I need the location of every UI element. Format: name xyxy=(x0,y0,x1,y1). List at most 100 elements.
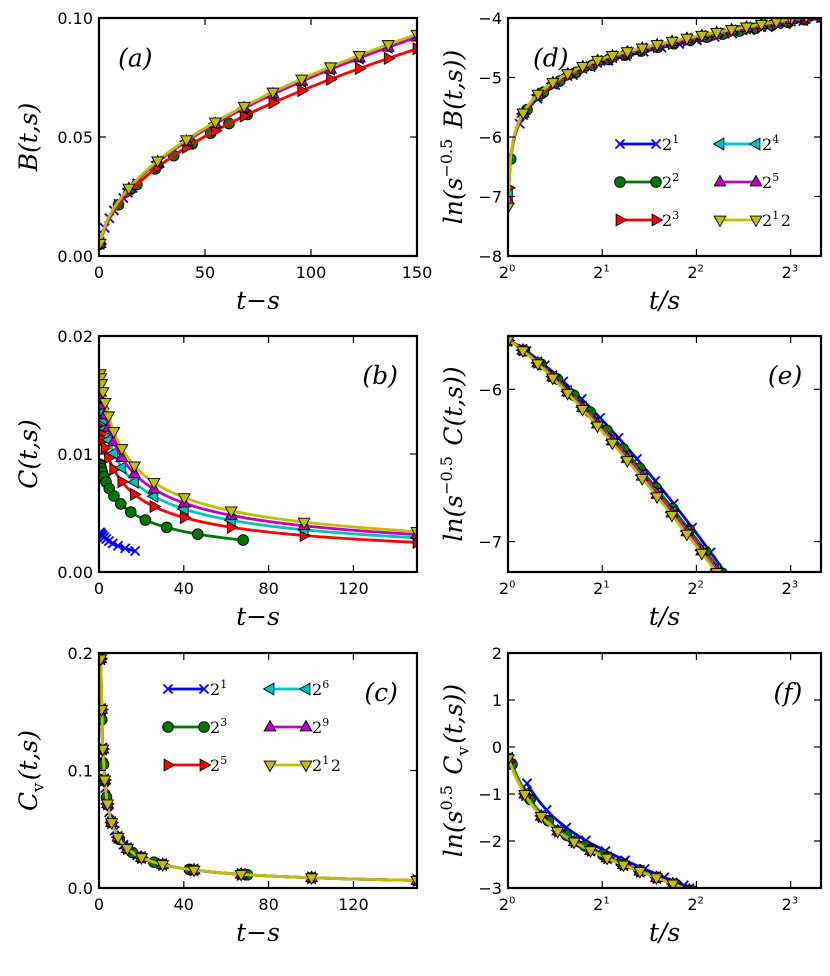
point-f-5-4 xyxy=(567,837,581,850)
legend-marker-end-d-1 xyxy=(650,176,662,188)
legend-marker-end-c-3 xyxy=(298,682,311,696)
point-f-1-16 xyxy=(797,927,808,938)
legend-label-c-4: 29 xyxy=(312,716,331,737)
point-a-5-8 xyxy=(323,62,338,75)
point-d-5-17 xyxy=(754,19,769,32)
point-e-5-3 xyxy=(546,373,560,386)
point-f-4-16 xyxy=(766,914,778,924)
ytick-label-f-3: 0 xyxy=(492,738,502,757)
point-b-5-4 xyxy=(99,398,112,410)
ytick-label-d-3: −5 xyxy=(478,69,502,88)
point-b-5-9 xyxy=(147,478,161,490)
series-line-e-3 xyxy=(508,339,721,572)
point-b-3-7 xyxy=(114,460,127,475)
plot-area-f xyxy=(508,751,827,945)
legend-label-d-0: 21 xyxy=(662,133,681,154)
point-f-0-14 xyxy=(797,927,806,936)
legend-marker-end-c-1 xyxy=(198,721,210,733)
xlabel-b: t−s xyxy=(236,602,280,631)
point-f-1-12 xyxy=(725,900,736,911)
point-d-5-1 xyxy=(516,108,530,121)
xlabel-c: t−s xyxy=(236,918,280,947)
legend-marker-start-c-4 xyxy=(263,719,277,732)
point-f-3-14 xyxy=(732,903,742,915)
point-b-5-7 xyxy=(115,444,129,456)
axes-frame-e xyxy=(506,334,823,574)
series-line-a-2 xyxy=(99,47,417,245)
legend-marker-start-d-5 xyxy=(713,215,727,228)
point-f-0-0 xyxy=(521,778,533,789)
legend-marker-end-d-2 xyxy=(651,213,664,227)
point-f-2-19 xyxy=(817,933,827,945)
series-line-e-1 xyxy=(508,339,723,572)
point-f-4-14 xyxy=(733,902,745,912)
legend-label-d-3: 24 xyxy=(762,133,781,154)
point-d-2-21 xyxy=(816,18,821,24)
point-f-4-15 xyxy=(749,908,761,918)
series-line-b-4 xyxy=(99,388,417,536)
point-f-5-9 xyxy=(649,873,664,886)
point-b-0-9 xyxy=(112,540,124,552)
xtick-label-e-3: 23 xyxy=(782,579,800,598)
legend-marker-start-d-3 xyxy=(712,137,725,151)
point-a-2-10 xyxy=(383,51,396,66)
xtick-label-f-3: 23 xyxy=(782,895,800,914)
point-f-0-11 xyxy=(738,904,747,913)
point-f-1-14 xyxy=(761,913,772,924)
xtick-label-d-3: 23 xyxy=(782,263,800,282)
xtick-label-a-0: 0 xyxy=(94,263,104,282)
point-d-5-10 xyxy=(650,40,664,52)
point-d-5-8 xyxy=(620,47,634,59)
xtick-label-c-2: 80 xyxy=(258,895,278,914)
series-line-e-5 xyxy=(508,339,719,572)
legend-marker-end-c-5 xyxy=(299,760,313,773)
point-f-5-16 xyxy=(766,917,778,927)
xtick-label-e-1: 21 xyxy=(593,579,611,598)
ylabel-a: B(t,s) xyxy=(14,103,43,173)
series-line-e-0 xyxy=(508,339,727,572)
point-e-0-15 xyxy=(780,653,789,662)
point-e-2-19 xyxy=(787,665,797,677)
ytick-label-f-4: 1 xyxy=(492,691,502,710)
point-f-2-14 xyxy=(735,903,745,915)
point-a-2-11 xyxy=(412,42,417,56)
ytick-label-c-1: 0.1 xyxy=(68,762,93,781)
series-line-e-4 xyxy=(508,339,720,572)
xtick-label-d-2: 22 xyxy=(687,263,705,282)
point-b-1-10 xyxy=(139,514,152,526)
point-e-5-5 xyxy=(575,404,590,417)
xtick-label-d-1: 21 xyxy=(593,263,611,282)
point-e-4-16 xyxy=(741,604,753,614)
point-c-5-5 xyxy=(105,818,119,831)
point-f-1-11 xyxy=(707,893,718,904)
series-line-f-3 xyxy=(508,757,689,888)
xtick-label-c-0: 0 xyxy=(94,895,104,914)
point-b-2-10 xyxy=(179,510,192,525)
point-e-3-16 xyxy=(740,604,750,616)
point-d-5-3 xyxy=(546,78,560,90)
xlabel-d: t/s xyxy=(649,286,680,315)
point-a-5-4 xyxy=(208,117,222,130)
panel-tag-c: (c) xyxy=(364,678,398,707)
ytick-label-d-4: −4 xyxy=(478,9,502,28)
point-d-5-16 xyxy=(739,22,754,35)
legend-label-c-1: 23 xyxy=(210,716,229,737)
ytick-label-a-2: 0.10 xyxy=(57,9,93,28)
point-e-2-15 xyxy=(728,583,738,595)
ylabel-e: ln(s−0.5 C(t,s)) xyxy=(437,366,468,541)
panel-c: 0 40 80 120 0.0 0.1 0.2 t−s Cv (t,s) (c) 21 23 25 … xyxy=(14,644,419,947)
ytick-label-d-1: −7 xyxy=(478,188,502,207)
point-f-5-5 xyxy=(583,846,598,859)
legend-marker-start-d-1 xyxy=(614,176,626,188)
point-e-3-19 xyxy=(785,665,795,677)
point-a-5-5 xyxy=(237,101,251,114)
ytick-label-b-0: 0.00 xyxy=(57,563,93,582)
panel-tag-e: (e) xyxy=(768,361,802,390)
point-a-2-5 xyxy=(239,109,252,123)
point-a-5-11 xyxy=(410,29,417,42)
point-f-2-16 xyxy=(768,915,778,927)
point-a-5-3 xyxy=(179,135,194,148)
point-b-5-10 xyxy=(177,493,191,506)
xtick-label-a-3: 150 xyxy=(402,263,433,282)
point-e-5-13 xyxy=(695,548,709,561)
